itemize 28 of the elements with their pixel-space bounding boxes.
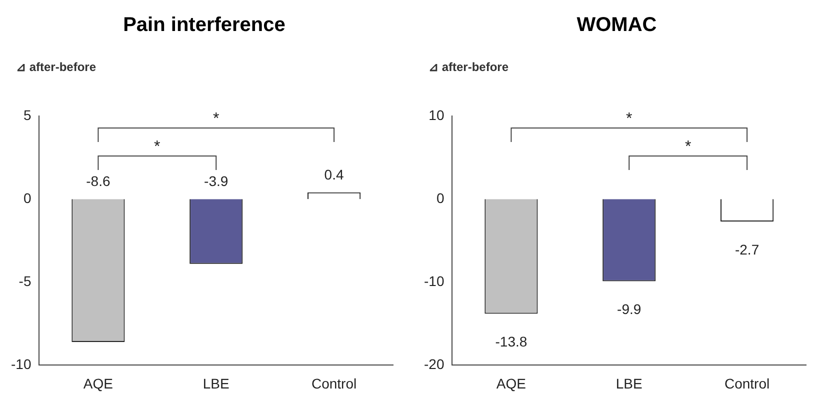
x-tick-label: LBE [615, 375, 642, 392]
y-axis-title: ⊿ after-before [428, 60, 509, 74]
data-label: 0.4 [324, 166, 344, 182]
y-tick-label: -10 [424, 272, 444, 289]
y-axis-title: ⊿ after-before [16, 60, 96, 74]
y-tick-label: 5 [23, 106, 32, 123]
data-label: -3.9 [204, 172, 228, 189]
annotation: * [154, 138, 160, 156]
x-tick-label: AQE [496, 375, 526, 392]
x-tick-label: Control [311, 375, 357, 392]
annotation: * [626, 110, 632, 128]
data-label: -13.8 [494, 334, 527, 350]
y-tick-label: -20 [424, 356, 444, 372]
data-label: -9.9 [616, 301, 641, 318]
y-tick-label: -5 [18, 272, 32, 289]
chart-title: WOMAC [576, 14, 658, 37]
x-tick-label: AQE [83, 375, 113, 392]
y-tick-label: -10 [11, 356, 32, 372]
data-label: -2.7 [734, 241, 759, 258]
data-label: -8.6 [86, 172, 110, 189]
chart-title: Pain interference [122, 14, 286, 37]
x-tick-label: Control [724, 375, 770, 392]
annotation: * [684, 138, 691, 156]
annotation: * [213, 110, 220, 128]
y-tick-label: 0 [436, 190, 444, 206]
x-tick-label: LBE [202, 375, 230, 392]
y-tick-label: 0 [23, 190, 32, 206]
y-tick-label: 10 [428, 106, 444, 123]
